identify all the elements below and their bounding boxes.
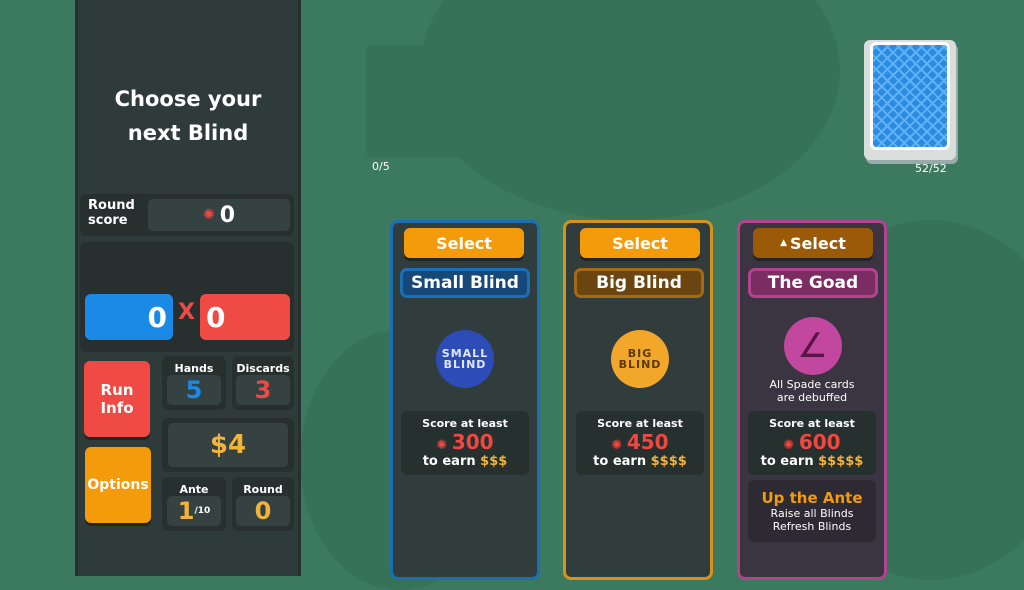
hands-panel: Hands 5 (162, 356, 226, 410)
cursor-icon: ▲ (780, 238, 788, 248)
ante-line: Raise all Blinds (770, 507, 854, 520)
select-big-blind-button[interactable]: Select (580, 228, 700, 258)
boss-blind-card: ▲ Select The Goad ∠ All Spade cards are de… (737, 220, 887, 580)
chip-text: BLIND (618, 358, 662, 371)
chips-box: 0 (85, 294, 173, 340)
hands-value: 5 (167, 374, 221, 405)
discards-panel: Discards 3 (232, 356, 294, 410)
round-score-value: ✺ 0 (148, 199, 290, 231)
ante-max: /10 (194, 505, 211, 516)
hands-label: Hands (174, 361, 214, 375)
score-label: Score at least (597, 417, 683, 430)
earn-label: to earn (593, 454, 647, 469)
small-blind-card: Select Small Blind SMALL BLIND Score at l… (390, 220, 540, 580)
round-panel: Round 0 (232, 477, 294, 531)
ante: 1 (177, 496, 195, 525)
hand-area (366, 45, 790, 157)
score-target: 600 (798, 430, 841, 454)
heading-line-2: next Blind (127, 121, 249, 145)
money-panel: $4 (162, 418, 294, 472)
times-sign: X (178, 300, 195, 325)
reward: $$$$ (650, 454, 687, 469)
money-value: $4 (168, 423, 288, 467)
hand-count: 0/5 (372, 160, 390, 173)
select-small-blind-button[interactable]: Select (404, 228, 524, 258)
up-the-ante-title: Up the Ante (761, 489, 863, 507)
run-info-label: Run (100, 381, 134, 399)
discards-label: Discards (236, 361, 290, 375)
discards-value: 3 (236, 374, 290, 405)
heading-line-1: Choose your (114, 87, 262, 111)
score-target: 300 (451, 430, 494, 454)
run-info-button[interactable]: Run Info (84, 361, 150, 437)
big-blind-card: Select Big Blind BIG BLIND Score at least… (563, 220, 713, 580)
reward: $$$$$ (818, 454, 864, 469)
score-label: Score at least (769, 417, 855, 430)
round-label: Round (243, 482, 283, 496)
select-label: Select (790, 233, 846, 253)
reward: $$$ (480, 454, 508, 469)
run-info-label-2: Info (100, 399, 134, 417)
boss-effect: All Spade cards are debuffed (740, 378, 884, 404)
round-score-label: Round (88, 198, 135, 213)
chip-icon: ✺ (783, 438, 799, 453)
the-goad-chip-icon: ∠ (784, 317, 842, 375)
chip-text: BIG (627, 347, 653, 360)
sidebar: Choose your next Blind Round score ✺ 0 0… (75, 0, 301, 576)
chip-icon: ✺ (202, 207, 215, 223)
earn-label: to earn (422, 454, 476, 469)
round-score-label-2: score (88, 213, 128, 228)
effect-line: All Spade cards (769, 378, 855, 391)
round-score: 0 (219, 202, 236, 228)
deck-card-back-icon (870, 42, 950, 150)
select-boss-blind-button[interactable]: ▲ Select (753, 228, 873, 258)
round-score-panel: Round score ✺ 0 (80, 194, 294, 236)
chip-icon: ✺ (611, 438, 627, 453)
ante-line: Refresh Blinds (772, 520, 852, 533)
deck[interactable] (864, 40, 956, 160)
hand-score-panel: 0 X 0 (80, 242, 294, 352)
blind-name: The Goad (748, 268, 878, 298)
ante-label: Ante (179, 482, 209, 496)
effect-line: are debuffed (776, 391, 848, 404)
options-button[interactable]: Options (85, 447, 151, 523)
score-label: Score at least (422, 417, 508, 430)
sidebar-heading: Choose your next Blind (78, 82, 298, 150)
score-target: 450 (626, 430, 669, 454)
ante-panel: Ante 1/10 (162, 477, 226, 531)
chip-text: SMALL (441, 347, 489, 360)
score-requirement: Score at least ✺ 300 to earn $$$ (401, 411, 529, 475)
big-blind-chip-icon: BIG BLIND (611, 330, 669, 388)
chip-icon: ✺ (436, 438, 452, 453)
round-value: 0 (236, 495, 290, 526)
score-requirement: Score at least ✺ 450 to earn $$$$ (576, 411, 704, 475)
deck-count: 52/52 (915, 162, 947, 175)
blind-name: Small Blind (400, 268, 530, 298)
chip-text: BLIND (443, 358, 487, 371)
up-the-ante-panel: Up the Ante Raise all Blinds Refresh Bli… (748, 480, 876, 542)
small-blind-chip-icon: SMALL BLIND (436, 330, 494, 388)
score-requirement: Score at least ✺ 600 to earn $$$$$ (748, 411, 876, 475)
blind-name: Big Blind (574, 268, 704, 298)
earn-label: to earn (760, 454, 814, 469)
ante-value: 1/10 (167, 495, 221, 526)
mult-box: 0 (200, 294, 290, 340)
